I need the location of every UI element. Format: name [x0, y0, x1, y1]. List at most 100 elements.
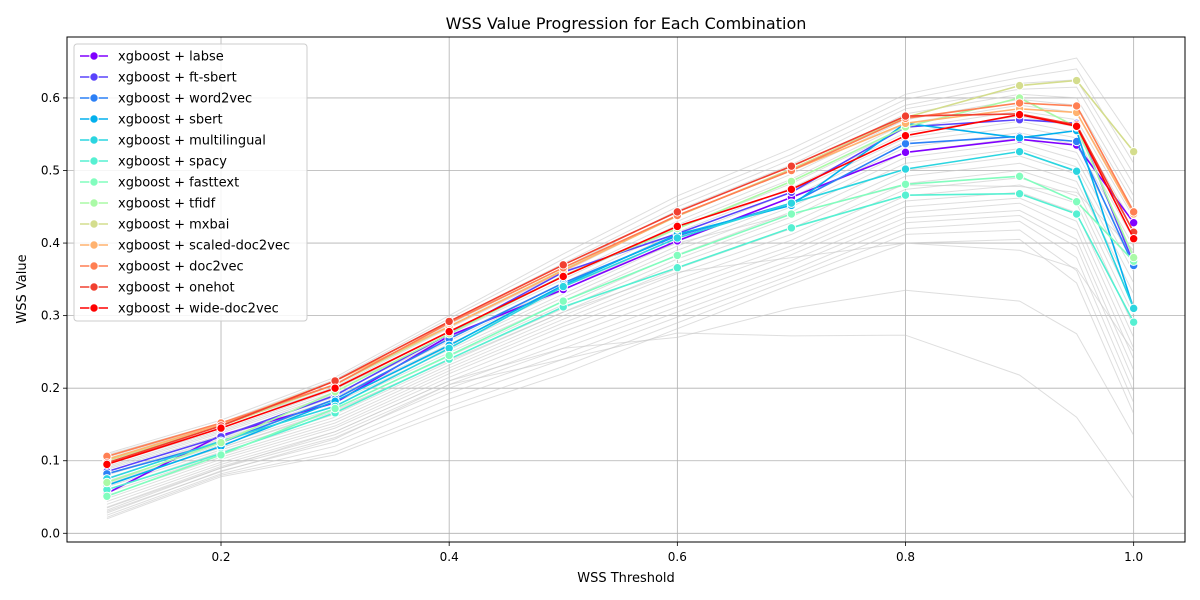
data-point: [672, 250, 683, 261]
data-point: [786, 176, 797, 187]
series-lines: [102, 75, 1139, 501]
background-series-line: [106, 202, 1135, 508]
background-series-line: [106, 177, 1135, 497]
legend-label: xgboost + ft-sbert: [118, 71, 237, 86]
data-point: [330, 403, 340, 414]
legend-marker: [89, 261, 99, 271]
data-point: [1014, 146, 1025, 157]
data-point: [1128, 317, 1139, 327]
background-series-line: [106, 289, 1135, 509]
legend-label: xgboost + fasttext: [118, 176, 239, 191]
data-point: [1071, 75, 1082, 86]
data-point: [1014, 133, 1025, 143]
x-tick-label: 1.0: [1124, 550, 1143, 564]
legend-entry: xgboost + doc2vec: [80, 260, 244, 275]
chart-title: WSS Value Progression for Each Combinati…: [446, 14, 807, 33]
data-point: [1014, 80, 1025, 91]
data-point: [330, 383, 340, 393]
data-point: [558, 271, 568, 282]
y-tick-label: 0.0: [41, 526, 60, 540]
data-point: [102, 477, 112, 488]
background-series-line: [106, 214, 1135, 514]
data-point: [900, 190, 911, 200]
data-point: [1014, 171, 1025, 182]
legend-label: xgboost + sbert: [118, 113, 223, 128]
legend-label: xgboost + spacy: [118, 155, 227, 170]
data-point: [900, 111, 911, 121]
data-point: [786, 209, 797, 219]
data-point: [672, 263, 683, 273]
x-axis-label: WSS Threshold: [577, 571, 675, 586]
legend-marker: [89, 198, 99, 208]
legend-box: [73, 43, 308, 322]
x-tick-label: 0.4: [440, 550, 459, 564]
legend-marker: [89, 177, 99, 187]
legend-marker: [89, 156, 99, 166]
legend-label: xgboost + doc2vec: [118, 260, 244, 275]
y-tick-label: 0.5: [41, 164, 60, 178]
data-point: [444, 350, 454, 361]
data-point: [1128, 234, 1139, 244]
legend-entry: xgboost + word2vec: [80, 92, 252, 107]
y-axis-label: WSS Value: [15, 254, 30, 323]
data-point: [672, 207, 683, 217]
y-tick-label: 0.2: [41, 381, 60, 395]
data-point: [1014, 98, 1025, 108]
x-tick-label: 0.2: [211, 550, 230, 564]
data-point: [1071, 121, 1082, 131]
data-point: [1071, 101, 1082, 111]
legend-entry: xgboost + labse: [80, 50, 224, 65]
data-point: [900, 179, 911, 189]
legend-marker: [89, 303, 99, 313]
legend-marker: [89, 93, 99, 103]
data-point: [1128, 146, 1139, 157]
legend-marker: [89, 72, 99, 82]
data-point: [444, 316, 454, 327]
data-point: [216, 450, 226, 460]
legend-label: xgboost + onehot: [118, 281, 235, 296]
legend-marker: [89, 240, 99, 250]
legend-label: xgboost + mxbai: [118, 218, 229, 233]
legend-label: xgboost + scaled-doc2vec: [118, 239, 290, 254]
y-tick-label: 0.6: [41, 91, 60, 105]
data-point: [786, 223, 797, 233]
data-point: [102, 459, 112, 470]
data-point: [1128, 303, 1139, 314]
data-point: [558, 281, 568, 292]
data-point: [558, 296, 568, 306]
data-point: [1128, 252, 1139, 263]
data-point: [672, 233, 683, 243]
data-point: [786, 184, 797, 195]
data-point: [1071, 166, 1082, 176]
x-tick-label: 0.8: [896, 550, 915, 564]
legend-label: xgboost + labse: [118, 50, 224, 65]
background-series-line: [106, 229, 1135, 518]
data-point: [1071, 209, 1082, 219]
data-point: [444, 326, 454, 337]
series-xgboost-wide-doc2vec: [102, 109, 1139, 470]
background-series-line: [106, 169, 1135, 494]
legend-entry: xgboost + mxbai: [80, 218, 229, 233]
data-point: [216, 423, 226, 433]
background-series-line: [106, 197, 1135, 505]
legend-marker: [89, 282, 99, 292]
data-point: [558, 260, 568, 270]
data-point: [1128, 207, 1139, 217]
legend-entry: xgboost + spacy: [80, 155, 227, 170]
legend-entry: xgboost + sbert: [80, 113, 223, 128]
legend: xgboost + labse xgboost + ft-sbert xgboost…: [73, 43, 308, 322]
legend-marker: [89, 114, 99, 124]
data-point: [900, 138, 911, 149]
background-series-line: [106, 132, 1135, 476]
background-series-line: [106, 209, 1135, 511]
legend-entry: xgboost + ft-sbert: [80, 71, 237, 86]
data-point: [786, 198, 797, 208]
background-series-line: [106, 57, 1135, 454]
background-series-line: [106, 68, 1135, 456]
background-series-line: [106, 184, 1135, 499]
data-point: [102, 491, 112, 501]
series-xgboost-fasttext: [102, 171, 1139, 501]
legend-entry: xgboost + multilingual: [80, 134, 266, 149]
data-point: [1071, 197, 1082, 207]
